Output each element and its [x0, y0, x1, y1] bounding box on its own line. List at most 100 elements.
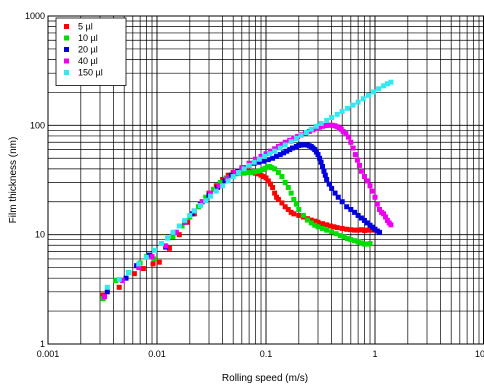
- data-point: [208, 193, 214, 199]
- data-point: [384, 81, 390, 87]
- data-point: [217, 180, 223, 186]
- data-point: [334, 225, 340, 231]
- data-point: [241, 170, 247, 176]
- data-point: [308, 126, 314, 132]
- data-point: [313, 149, 319, 155]
- data-point: [300, 212, 306, 218]
- data-point: [254, 168, 260, 174]
- data-point: [361, 228, 367, 234]
- data-point: [263, 175, 269, 181]
- data-point: [255, 171, 261, 177]
- data-point: [324, 117, 330, 123]
- data-point: [272, 190, 278, 196]
- data-point: [388, 79, 394, 85]
- data-point: [159, 241, 165, 247]
- x-tick-label: 1: [372, 349, 377, 359]
- data-point: [370, 188, 376, 194]
- data-point: [251, 159, 257, 165]
- data-point: [381, 211, 387, 217]
- data-point: [267, 151, 273, 157]
- data-point: [320, 221, 326, 227]
- data-point: [340, 128, 346, 134]
- data-point: [367, 183, 373, 189]
- data-point: [282, 142, 288, 148]
- data-point: [150, 261, 156, 267]
- data-point: [270, 155, 276, 161]
- data-point: [291, 211, 297, 217]
- data-point: [356, 162, 362, 168]
- data-point: [303, 129, 309, 135]
- data-point: [123, 275, 129, 281]
- data-point: [345, 105, 351, 111]
- data-point: [352, 227, 358, 233]
- data-point: [279, 141, 285, 147]
- data-point: [230, 174, 236, 180]
- data-point: [288, 190, 294, 196]
- data-point: [365, 92, 371, 98]
- data-point: [320, 164, 326, 170]
- y-tick-label: 1: [40, 339, 45, 349]
- data-point: [265, 157, 271, 163]
- legend-swatch: [64, 58, 69, 64]
- data-point: [352, 209, 358, 215]
- data-point: [384, 217, 390, 223]
- data-point: [284, 148, 290, 154]
- data-point: [187, 212, 193, 218]
- data-point: [327, 223, 333, 229]
- data-point: [274, 153, 280, 159]
- data-point: [170, 229, 176, 235]
- data-point: [289, 145, 295, 151]
- data-point: [315, 152, 321, 158]
- data-point: [268, 181, 274, 187]
- data-point: [322, 172, 328, 178]
- data-point: [333, 231, 339, 237]
- data-point: [256, 156, 262, 162]
- data-point: [279, 174, 285, 180]
- data-point: [383, 214, 389, 220]
- data-point: [288, 209, 294, 215]
- data-point: [360, 96, 366, 102]
- data-point: [152, 256, 158, 262]
- data-point: [104, 289, 110, 295]
- data-point: [265, 178, 271, 184]
- data-point: [296, 206, 302, 212]
- data-point: [293, 135, 299, 141]
- data-point: [220, 183, 226, 189]
- data-point: [156, 259, 162, 265]
- data-point: [348, 227, 354, 233]
- data-point: [282, 180, 288, 186]
- data-point: [197, 202, 203, 208]
- data-point: [272, 148, 278, 154]
- data-point: [324, 222, 330, 228]
- data-point: [268, 148, 274, 154]
- y-tick-label: 100: [30, 120, 45, 130]
- data-point: [321, 168, 327, 174]
- data-point: [374, 201, 380, 207]
- data-point: [277, 145, 283, 151]
- data-point: [102, 294, 108, 300]
- data-point: [257, 168, 263, 174]
- data-point: [225, 178, 231, 184]
- data-point: [345, 134, 351, 140]
- data-point: [312, 218, 318, 224]
- data-point: [296, 212, 302, 218]
- data-point: [119, 278, 125, 284]
- data-point: [332, 190, 338, 196]
- data-point: [277, 152, 283, 158]
- data-point: [367, 222, 373, 228]
- data-point: [165, 235, 171, 241]
- y-axis-title: Film thickness (nm): [8, 137, 19, 224]
- data-point: [339, 108, 345, 114]
- data-point: [320, 123, 326, 129]
- data-point: [335, 194, 341, 200]
- legend-label: 150 µl: [78, 68, 103, 78]
- data-point: [341, 234, 347, 240]
- data-point: [166, 245, 172, 251]
- data-point: [263, 151, 269, 157]
- data-point: [211, 186, 217, 192]
- data-point: [184, 219, 190, 225]
- data-point: [136, 265, 142, 271]
- data-point: [272, 166, 278, 172]
- data-point: [354, 157, 360, 163]
